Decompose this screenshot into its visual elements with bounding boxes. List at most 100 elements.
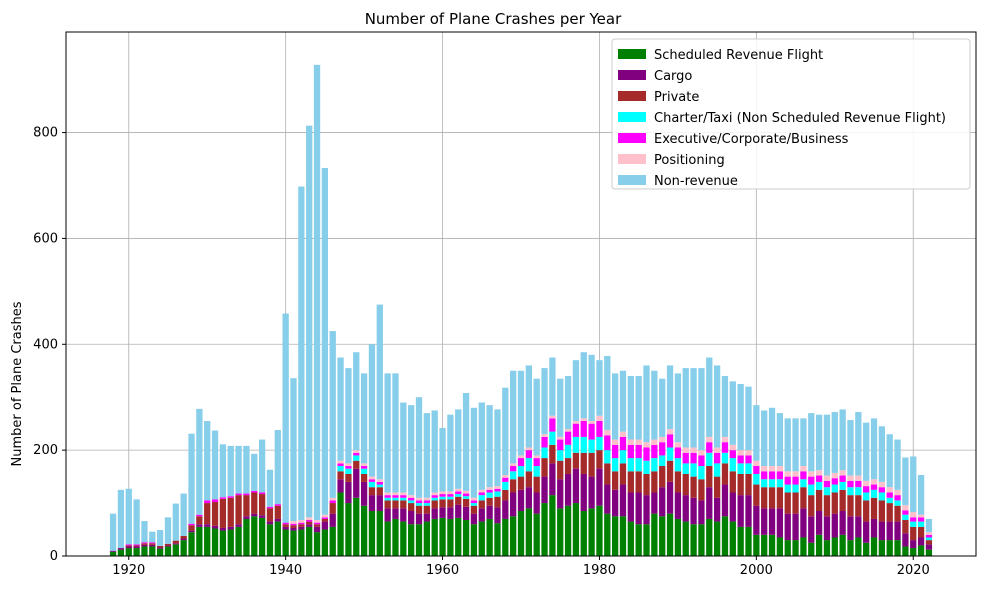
bar-segment [141,543,148,545]
bar-segment [917,545,925,556]
bar-segment [729,458,736,472]
bars-layer [109,64,933,556]
bar-segment [635,376,642,440]
bar-segment [706,452,713,467]
bar-segment [243,493,250,496]
bar-segment [878,492,885,501]
bar-segment [517,455,525,459]
bar-segment [776,487,784,509]
bar-segment [557,378,564,437]
bar-segment [525,447,532,451]
bar-segment [408,511,415,525]
bar-segment [525,508,532,556]
bar-segment [635,524,642,556]
bar-segment [627,471,634,493]
bar-segment [455,517,462,556]
bar-segment [870,489,878,498]
bar-segment [713,463,721,477]
bar-segment [243,516,250,519]
bar-segment [494,523,501,556]
bar-segment [815,475,823,482]
legend-label: Charter/Taxi (Non Scheduled Revenue Flig… [654,111,946,126]
bar-segment [784,492,791,514]
bar-segment [925,537,933,541]
bar-segment [125,488,132,545]
bar-segment [823,487,831,496]
bar-segment [423,497,430,501]
bar-segment [415,513,423,525]
bar-segment [392,492,399,496]
bar-segment [596,360,603,416]
bar-segment [721,442,729,453]
bar-segment [368,344,376,477]
bar-segment [431,410,438,493]
bar-segment [761,534,768,556]
bar-segment [839,511,846,535]
bar-segment [666,434,674,448]
bar-segment [674,447,682,459]
bar-segment [619,450,627,464]
bar-segment [588,423,595,440]
bar-segment [737,450,744,456]
bar-segment [502,475,509,478]
bar-segment [863,500,870,522]
bar-segment [282,524,289,527]
x-tick-label: 1960 [426,563,459,578]
bar-segment [619,370,627,432]
bar-segment [776,466,784,472]
bar-segment [886,521,893,541]
bar-segment [235,493,242,496]
bar-segment [863,422,870,481]
bar-segment [729,521,736,556]
bar-segment [478,489,485,493]
bar-segment [266,508,274,522]
bar-segment [117,549,125,556]
bar-segment [455,504,462,518]
bar-segment [659,466,666,488]
bar-segment [745,450,752,456]
bar-segment [643,447,650,461]
bar-segment [172,544,179,556]
bar-segment [847,475,854,481]
bar-segment [125,548,132,556]
bar-segment [815,489,823,512]
bar-segment [282,526,289,530]
bar-segment [706,436,713,443]
bar-segment [353,468,360,498]
bar-segment [878,426,885,482]
bar-segment [753,466,760,474]
bar-segment [886,540,893,556]
bar-segment [525,487,532,509]
bar-segment [510,370,517,464]
bar-segment [431,497,438,501]
bar-segment [313,526,321,533]
bar-segment [651,444,658,459]
bar-segment [447,499,454,508]
bar-segment [243,518,250,556]
bar-segment [627,439,634,445]
bar-segment [659,516,666,556]
bar-segment [298,186,305,521]
bar-segment [800,479,807,488]
bar-segment [564,505,572,556]
bar-segment [462,493,470,497]
bar-segment [188,525,195,531]
bar-segment [761,487,768,509]
bar-segment [855,487,862,496]
bar-segment [172,503,179,541]
bar-segment [431,492,438,496]
bar-segment [596,468,603,506]
bar-segment [729,492,736,522]
bar-segment [470,407,478,498]
bar-segment [204,524,211,527]
bar-segment [761,479,768,488]
bar-segment [855,412,862,476]
bar-segment [400,495,407,498]
bar-segment [604,355,611,431]
bar-segment [651,370,658,440]
bar-segment [604,484,611,514]
bar-segment [204,421,211,501]
bar-segment [690,463,697,477]
bar-segment [557,439,564,451]
bar-segment [164,546,172,556]
